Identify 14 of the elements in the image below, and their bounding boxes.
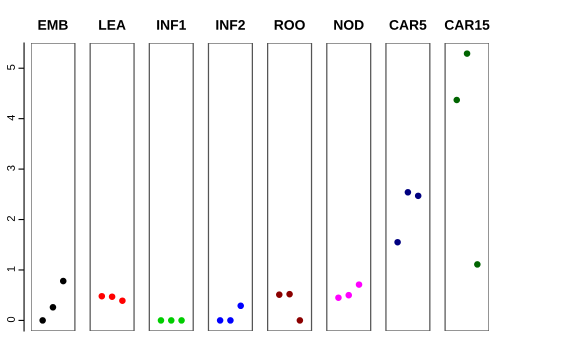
y-tick-label: 0 [7, 316, 15, 322]
x-tick-label: CAR5 [390, 20, 426, 30]
x-tick-label: INF2 [216, 20, 245, 30]
y-tick-label: 3 [7, 166, 15, 171]
x-tick-label: ROO [274, 20, 305, 30]
x-tick-label: NOD [334, 20, 364, 30]
y-tick-label: 2 [7, 216, 15, 222]
y-tick-label: 4 [7, 114, 15, 121]
x-tick-label: INF1 [157, 20, 186, 30]
y-tick-label: 1 [7, 266, 15, 272]
x-tick-label: EMB [38, 20, 68, 30]
x-tick-label: LEA [99, 20, 126, 30]
y-tick-label: 5 [7, 64, 15, 70]
x-tick-label: CAR15 [444, 20, 490, 30]
